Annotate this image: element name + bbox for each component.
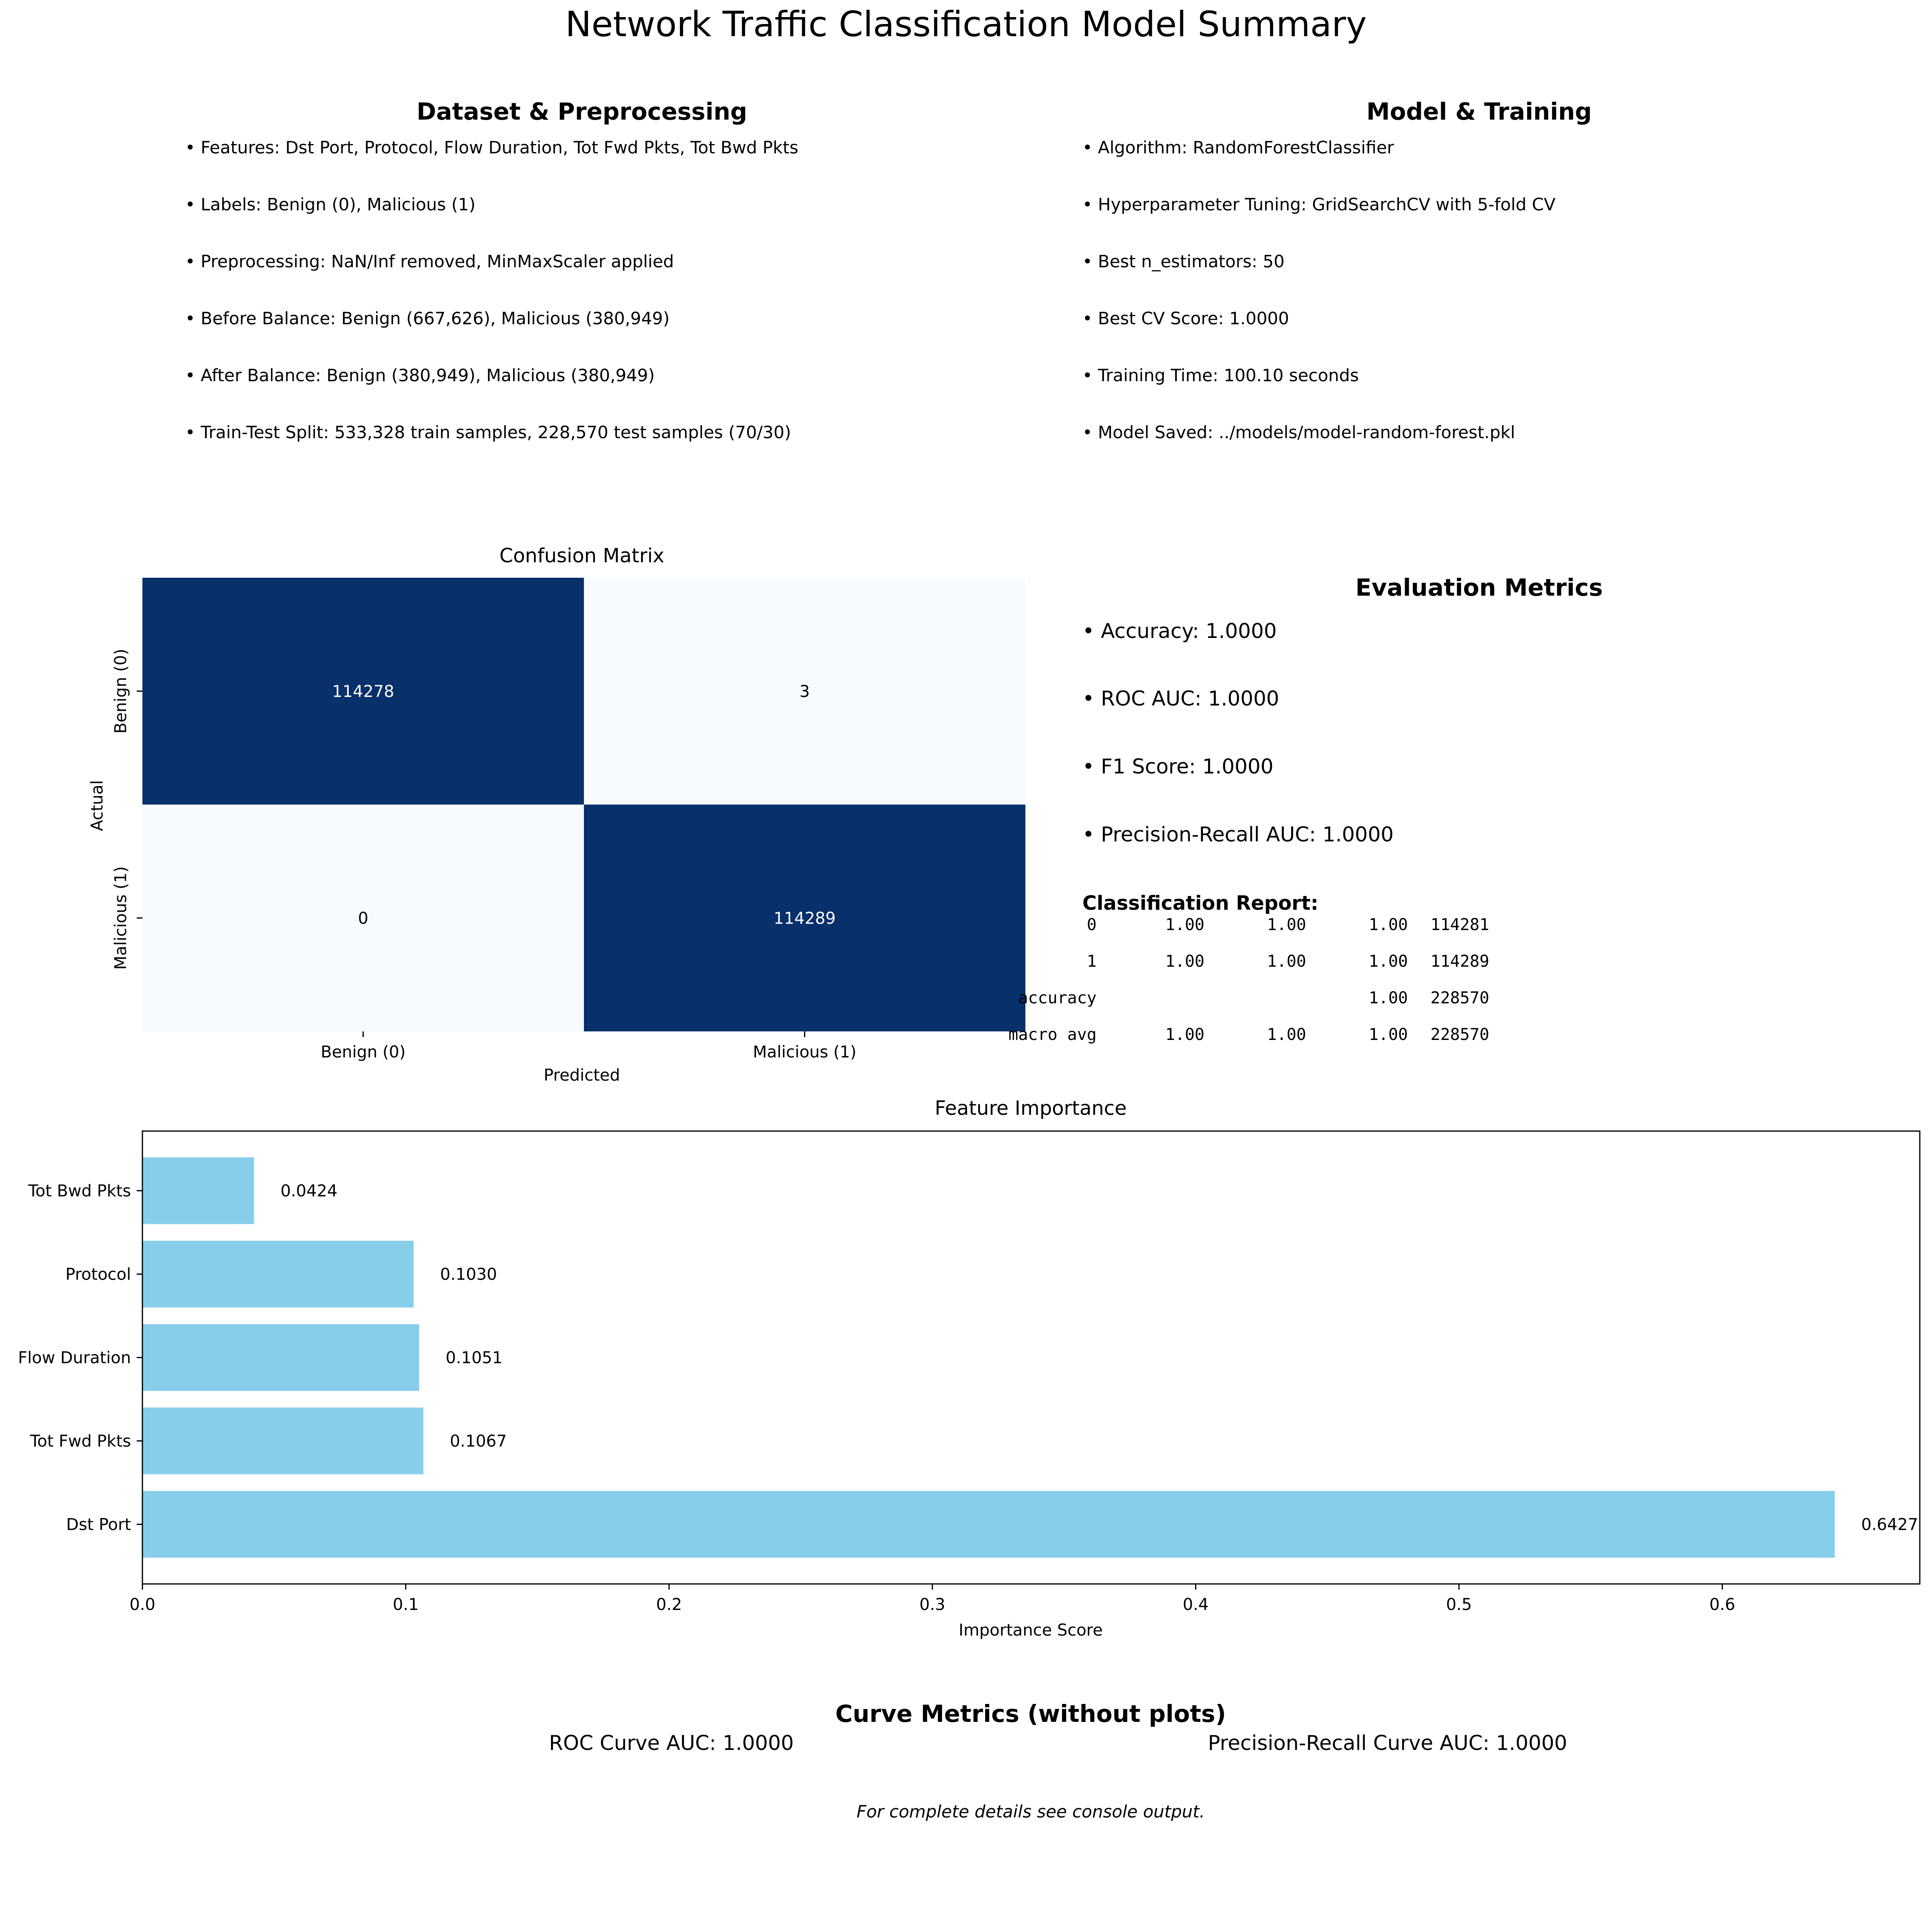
dataset-item: • Train-Test Split: 533,328 train sample… (185, 422, 791, 442)
feature-importance-y-tick-label: Flow Duration (18, 1349, 131, 1367)
confusion-matrix-value: 114278 (332, 682, 394, 701)
confusion-matrix-ylabel: Actual (88, 780, 107, 831)
dataset-item: • Before Balance: Benign (667,626), Mali… (185, 308, 670, 328)
feature-importance-x-tick-label: 0.3 (920, 1595, 946, 1614)
report-cell: 1 (1086, 952, 1097, 971)
feature-importance-bar (142, 1407, 424, 1474)
model-item: • Hyperparameter Tuning: GridSearchCV wi… (1082, 194, 1556, 214)
feature-importance-y-tick-label: Dst Port (66, 1516, 131, 1534)
report-cell: macro avg (1008, 1025, 1097, 1044)
report-cell: 1.00 (1267, 1025, 1306, 1044)
feature-importance-value-label: 0.1067 (450, 1432, 507, 1451)
confusion-matrix-cell (584, 578, 1025, 805)
report-cell: 1.00 (1368, 989, 1408, 1007)
feature-importance-value-label: 0.6427 (1861, 1516, 1918, 1534)
dataset-heading: Dataset & Preprocessing (416, 98, 747, 125)
feature-importance-x-tick-label: 0.2 (656, 1595, 682, 1614)
report-cell: 1.00 (1368, 915, 1408, 934)
model-item: • Training Time: 100.10 seconds (1082, 365, 1359, 385)
confusion-matrix-cell (142, 804, 584, 1031)
feature-importance-x-tick-label: 0.6 (1709, 1595, 1735, 1614)
confusion-matrix-value: 114289 (774, 909, 836, 928)
confusion-matrix-xlabel: Predicted (544, 1066, 620, 1085)
confusion-matrix-title: Confusion Matrix (499, 544, 664, 567)
feature-importance-bar (142, 1241, 414, 1308)
dataset-item: • Features: Dst Port, Protocol, Flow Dur… (185, 138, 798, 157)
pr-curve-auc: Precision-Recall Curve AUC: 1.0000 (1208, 1731, 1567, 1755)
classification-report-heading: Classification Report: (1082, 892, 1319, 915)
footer-note: For complete details see console output. (857, 1802, 1205, 1822)
report-cell: 228570 (1430, 989, 1490, 1007)
report-cell: 1.00 (1368, 1025, 1408, 1044)
evaluation-item: • Precision-Recall AUC: 1.0000 (1082, 823, 1394, 846)
feature-importance-bar (142, 1491, 1835, 1558)
report-row: 0 1.00 1.00 1.00 114281 (1082, 915, 1652, 940)
model-item: • Best n_estimators: 50 (1082, 251, 1285, 271)
feature-importance-x-tick-label: 0.5 (1446, 1595, 1472, 1614)
dataset-item: • Preprocessing: NaN/Inf removed, MinMax… (185, 251, 674, 271)
report-row: macro avg 1.00 1.00 1.00 228570 (1008, 1025, 1652, 1050)
feature-importance-bar (142, 1324, 420, 1391)
report-cell: 0 (1086, 915, 1097, 934)
report-cell: 228570 (1430, 1025, 1490, 1044)
confusion-matrix-y-tick-label: Malicious (1) (111, 866, 130, 970)
feature-importance-y-tick-label: Protocol (66, 1265, 131, 1284)
feature-importance-xlabel: Importance Score (959, 1621, 1103, 1640)
feature-importance-x-tick-label: 0.4 (1183, 1595, 1209, 1614)
evaluation-heading: Evaluation Metrics (1355, 574, 1603, 601)
report-cell: 1.00 (1165, 1025, 1204, 1044)
confusion-matrix-cell (142, 578, 584, 805)
report-cell: 1.00 (1267, 915, 1306, 934)
report-cell: 114289 (1430, 952, 1490, 971)
dataset-item: • After Balance: Benign (380,949), Malic… (185, 365, 655, 385)
model-heading: Model & Training (1366, 98, 1592, 125)
report-cell: 1.00 (1267, 952, 1306, 971)
confusion-matrix-chart: Confusion Matrix 114278 3 0 114289 Benign (0… (88, 544, 1025, 1085)
report-row: accuracy 1.00 228570 (1018, 989, 1652, 1013)
model-item: • Best CV Score: 1.0000 (1082, 308, 1289, 328)
feature-importance-bar (142, 1157, 254, 1224)
confusion-matrix-cell (584, 804, 1025, 1031)
model-item: • Model Saved: ../models/model-random-fo… (1082, 422, 1515, 442)
report-cell: accuracy (1018, 989, 1097, 1007)
evaluation-item: • ROC AUC: 1.0000 (1082, 687, 1279, 710)
model-item: • Algorithm: RandomForestClassifier (1082, 138, 1394, 157)
feature-importance-y-tick-label: Tot Bwd Pkts (28, 1182, 131, 1201)
confusion-matrix-x-tick-label: Benign (0) (321, 1043, 406, 1062)
page-title: Network Traffic Classification Model Sum… (565, 4, 1367, 45)
report-cell: 114281 (1430, 915, 1490, 934)
feature-importance-value-label: 0.1051 (446, 1349, 503, 1367)
evaluation-item: • Accuracy: 1.0000 (1082, 619, 1277, 643)
report-cell: 1.00 (1368, 952, 1408, 971)
classification-report: 0 1.00 1.00 1.00 114281 1 1.00 1.00 1.00… (1008, 915, 1652, 1050)
feature-importance-value-label: 0.0424 (280, 1182, 337, 1201)
dataset-item: • Labels: Benign (0), Malicious (1) (185, 194, 476, 214)
feature-importance-chart: Feature Importance 0.6427 0.1067 0.1051 0.1… (18, 1097, 1921, 1640)
confusion-matrix-x-tick-label: Malicious (1) (753, 1043, 856, 1062)
roc-curve-auc: ROC Curve AUC: 1.0000 (549, 1731, 794, 1755)
confusion-matrix-y-tick-label: Benign (0) (111, 649, 130, 734)
confusion-matrix-value: 3 (800, 682, 810, 701)
feature-importance-x-tick-label: 0.1 (393, 1595, 419, 1614)
report-row: 1 1.00 1.00 1.00 114289 (1082, 952, 1652, 976)
evaluation-item: • F1 Score: 1.0000 (1082, 755, 1274, 778)
feature-importance-y-tick-label: Tot Fwd Pkts (30, 1432, 131, 1451)
confusion-matrix-value: 0 (358, 909, 368, 928)
report-cell: 1.00 (1165, 952, 1204, 971)
curves-heading: Curve Metrics (without plots) (835, 1700, 1226, 1728)
report-cell: 1.00 (1165, 915, 1204, 934)
feature-importance-x-tick-label: 0.0 (129, 1595, 155, 1614)
feature-importance-title: Feature Importance (935, 1097, 1127, 1120)
feature-importance-value-label: 0.1030 (440, 1265, 497, 1284)
